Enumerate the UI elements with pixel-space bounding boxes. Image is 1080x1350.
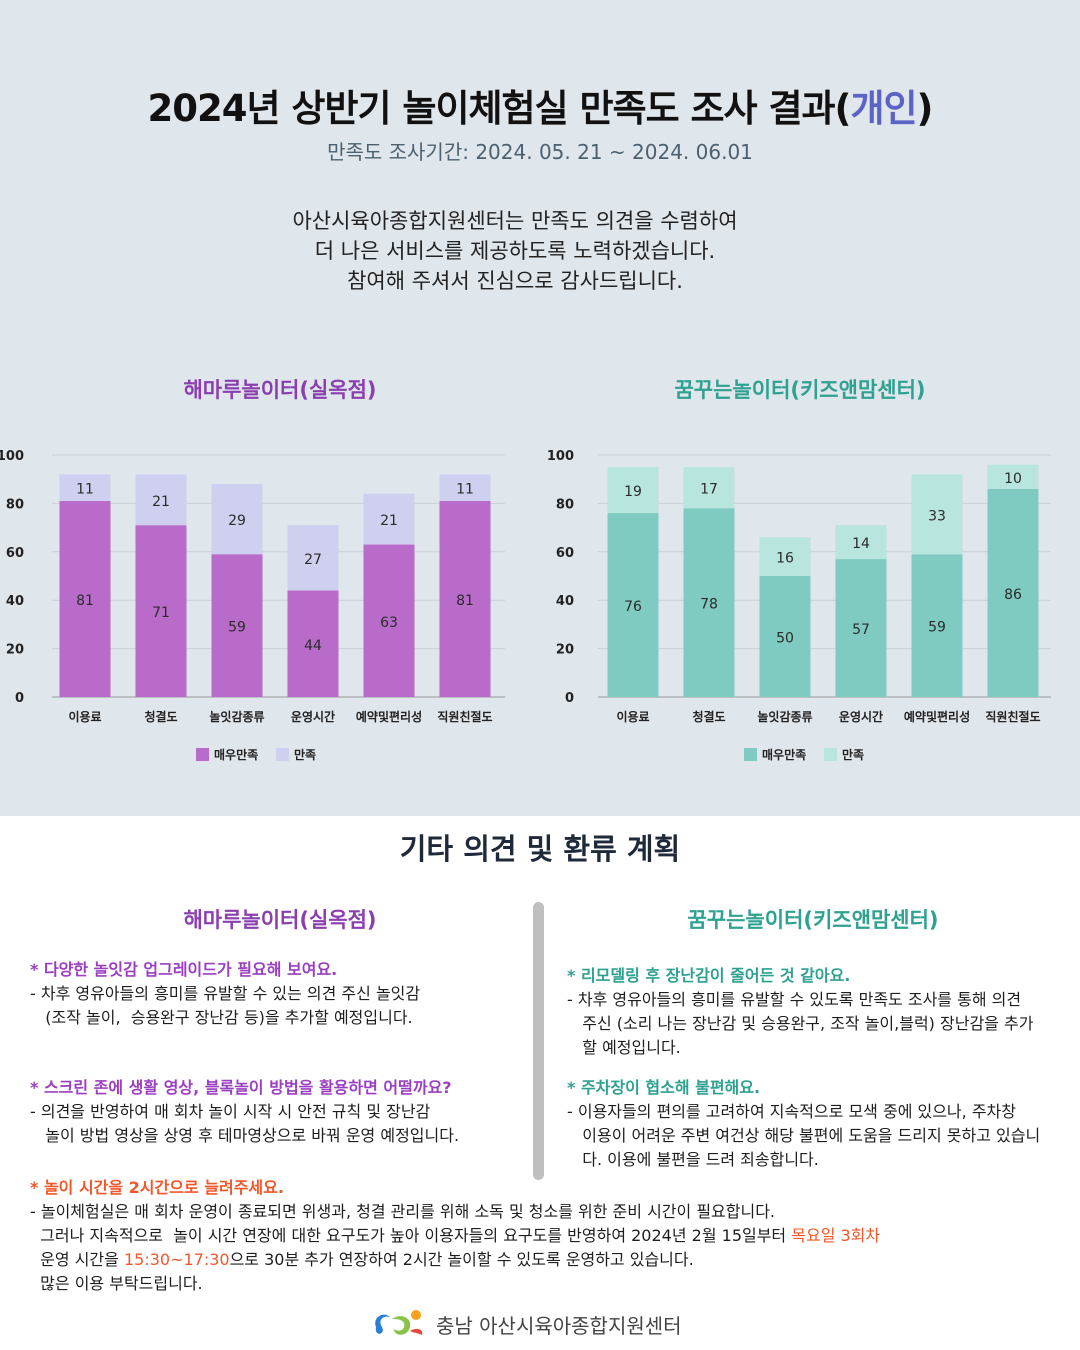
x-tick-label: 놀잇감종류 <box>209 709 264 724</box>
y-tick-label: 0 <box>565 691 574 706</box>
data-label: 21 <box>380 513 398 529</box>
y-tick-label: 60 <box>6 546 24 561</box>
opinions-section-title: 기타 의견 및 환류 계획 <box>399 832 681 866</box>
legend-label: 매우만족 <box>762 747 806 762</box>
data-label: 50 <box>776 631 794 647</box>
data-label: 21 <box>152 494 170 510</box>
data-label: 19 <box>624 484 642 500</box>
bar-satisfied <box>607 467 659 514</box>
data-label: 81 <box>456 593 474 609</box>
y-tick-label: 100 <box>0 449 24 464</box>
survey-period: 만족도 조사기간: 2024. 05. 21 ~ 2024. 06.01 <box>327 140 753 164</box>
y-tick-label: 40 <box>6 594 24 609</box>
footer-org-name: 충남 아산시육아종합지원센터 <box>436 1313 682 1338</box>
bar-very-satisfied <box>911 554 963 697</box>
data-label: 71 <box>152 605 170 621</box>
data-label: 81 <box>76 593 94 609</box>
bar-very-satisfied <box>835 559 887 697</box>
x-tick-label: 청결도 <box>144 709 177 724</box>
y-tick-label: 20 <box>6 643 24 658</box>
chart-title-kkumkkuneun: 꿈꾸는놀이터(키즈앤맘센터) <box>674 378 926 402</box>
bar-satisfied <box>211 484 263 555</box>
bar-satisfied <box>363 493 415 545</box>
opinion-item: * 리모델링 후 장난감이 줄어든 것 같아요. - 차후 영유아들의 흥미를 … <box>567 966 1034 1057</box>
bar-very-satisfied <box>287 590 339 697</box>
page-title: 2024년 상반기 놀이체험실 만족도 조사 결과(개인) <box>147 87 934 130</box>
x-tick-label: 운영시간 <box>839 709 883 724</box>
data-label: 11 <box>76 482 94 498</box>
bar-satisfied <box>911 474 963 555</box>
y-tick-label: 40 <box>556 594 574 609</box>
data-label: 78 <box>700 597 718 613</box>
y-tick-label: 0 <box>15 691 24 706</box>
legend-label: 만족 <box>842 747 864 762</box>
bar-satisfied <box>59 474 111 501</box>
legend-swatch-satisfied <box>276 748 289 761</box>
x-tick-label: 직원친절도 <box>437 709 492 724</box>
x-tick-label: 예약및편리성 <box>356 709 422 724</box>
legend-swatch-very-satisfied <box>196 748 209 761</box>
bar-very-satisfied <box>363 544 415 697</box>
bar-satisfied <box>135 474 187 526</box>
opinion-item: * 주차장이 협소해 불편해요. - 이용자들의 편의를 고려하여 지속적으로 … <box>567 1078 1041 1169</box>
bar-satisfied <box>287 525 339 591</box>
opinion-item: * 스크린 존에 생활 영상, 블록놀이 방법을 활용하면 어떨까요? - 의견… <box>30 1078 460 1145</box>
bar-very-satisfied <box>135 525 187 697</box>
opinion-item-play-time: * 놀이 시간을 2시간으로 늘려주세요. - 놀이체험실은 매 회차 운영이 … <box>30 1178 881 1293</box>
legend-label: 만족 <box>294 747 316 762</box>
chart-haemaru: 0 20 40 60 80 100 81 11 이용료 71 21 청결도 59 29 놀잇감종류 44 27 운… <box>0 449 505 762</box>
data-label: 57 <box>852 622 870 638</box>
bar-very-satisfied <box>439 500 491 697</box>
data-label: 86 <box>1004 587 1022 603</box>
data-label: 59 <box>228 620 246 636</box>
x-tick-label: 이용료 <box>68 709 101 724</box>
opinion-item: * 다양한 놀잇감 업그레이드가 필요해 보여요. - 차후 영유아들의 흥미를… <box>30 960 421 1027</box>
x-tick-label: 직원친절도 <box>985 709 1040 724</box>
x-tick-label: 청결도 <box>692 709 725 724</box>
bar-very-satisfied <box>59 500 111 697</box>
data-label: 59 <box>928 620 946 636</box>
data-label: 44 <box>304 638 322 654</box>
bar-very-satisfied <box>211 554 263 697</box>
bar-satisfied <box>683 467 735 509</box>
legend-label: 매우만족 <box>214 747 258 762</box>
legend-swatch-satisfied <box>824 748 837 761</box>
y-tick-label: 80 <box>6 497 24 512</box>
x-tick-label: 예약및편리성 <box>904 709 970 724</box>
bar-very-satisfied <box>683 508 735 697</box>
data-label: 16 <box>776 551 794 567</box>
x-tick-label: 이용료 <box>616 709 649 724</box>
y-tick-label: 100 <box>548 449 574 464</box>
x-tick-label: 운영시간 <box>291 709 335 724</box>
y-tick-label: 20 <box>556 643 574 658</box>
bar-satisfied <box>759 537 811 576</box>
legend-swatch-very-satisfied <box>744 748 757 761</box>
data-label: 76 <box>624 599 642 615</box>
opinions-title-haemaru: 해마루놀이터(실옥점) <box>183 908 377 932</box>
data-label: 33 <box>928 508 946 524</box>
data-label: 11 <box>456 482 474 498</box>
data-label: 10 <box>1004 471 1022 487</box>
bar-satisfied <box>987 464 1039 489</box>
bar-very-satisfied <box>987 488 1039 697</box>
data-label: 27 <box>304 552 322 568</box>
chart-kkumkkuneun: 0 20 40 60 80 100 76 19 이용료 78 17 청결도 50 16 놀잇감종류 57 14 운… <box>548 449 1051 762</box>
intro-text: 아산시육아종합지원센터는 만족도 의견을 수렴하여 더 나은 서비스를 제공하도… <box>292 209 738 293</box>
chart-title-haemaru: 해마루놀이터(실옥점) <box>183 378 377 402</box>
bar-very-satisfied <box>759 576 811 697</box>
data-label: 14 <box>852 536 870 552</box>
footer-logo: 충남 아산시육아종합지원센터 <box>370 1304 682 1344</box>
data-label: 63 <box>380 615 398 631</box>
y-tick-label: 60 <box>556 546 574 561</box>
y-tick-label: 80 <box>556 497 574 512</box>
x-tick-label: 놀잇감종류 <box>757 709 812 724</box>
opinions-title-kkumkkuneun: 꿈꾸는놀이터(키즈앤맘센터) <box>687 908 939 932</box>
data-label: 29 <box>228 513 246 529</box>
data-label: 17 <box>700 482 718 498</box>
bar-very-satisfied <box>607 513 659 697</box>
column-divider <box>533 902 544 1180</box>
bar-satisfied <box>835 525 887 560</box>
bar-satisfied <box>439 474 491 501</box>
center-logo-icon <box>375 1310 423 1335</box>
